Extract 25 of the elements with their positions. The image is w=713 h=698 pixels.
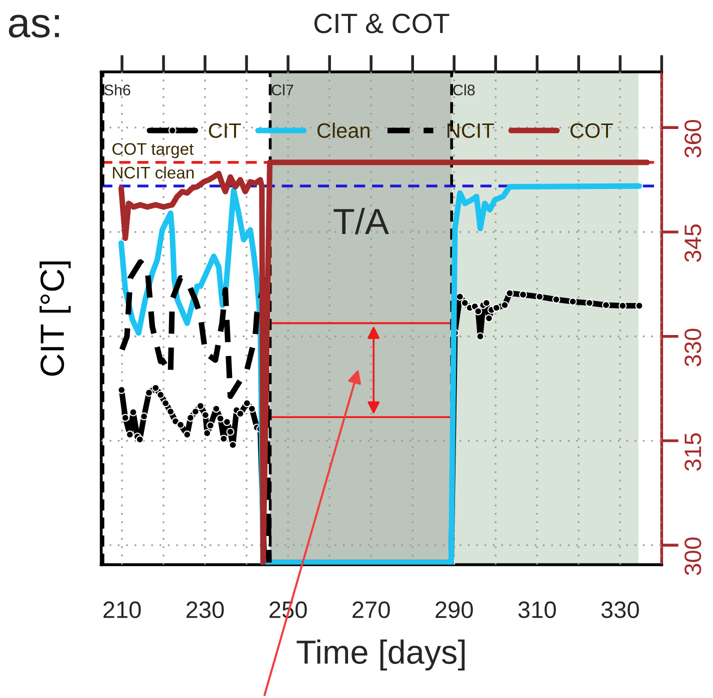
- x-tick-label: 330: [601, 601, 639, 618]
- ref-line-label: NCIT clean: [112, 166, 194, 179]
- x-tick-label: 290: [436, 601, 473, 618]
- y-axis-title: CIT [°C]: [40, 262, 71, 376]
- legend-label: COT: [570, 123, 613, 138]
- legend-label: CIT: [208, 123, 241, 138]
- x-tick-label: 310: [518, 601, 556, 618]
- y-tick-label: 345: [684, 224, 702, 262]
- y-tick-label: 315: [684, 433, 702, 471]
- text: as:: [8, 14, 59, 38]
- ref-line-label: Sh6: [104, 84, 130, 96]
- y-tick-label: 300: [684, 538, 702, 576]
- ref-line-label: COT target: [112, 143, 194, 158]
- ref-line-label: Cl7: [272, 84, 294, 96]
- legend-label: Clean: [317, 122, 370, 138]
- x-tick-label: 270: [352, 601, 390, 618]
- y-tick-label: 330: [684, 328, 702, 366]
- legend-label: NCIT: [448, 123, 494, 138]
- x-tick-label: 210: [103, 601, 141, 618]
- x-tick-label: 230: [186, 601, 224, 618]
- chart-title: CIT & COT: [314, 14, 450, 34]
- ref-line-label: Cl8: [453, 84, 475, 96]
- y-tick-label: 360: [684, 120, 702, 158]
- band-label: T/A: [334, 208, 389, 234]
- x-axis-title: Time [days]: [296, 639, 465, 671]
